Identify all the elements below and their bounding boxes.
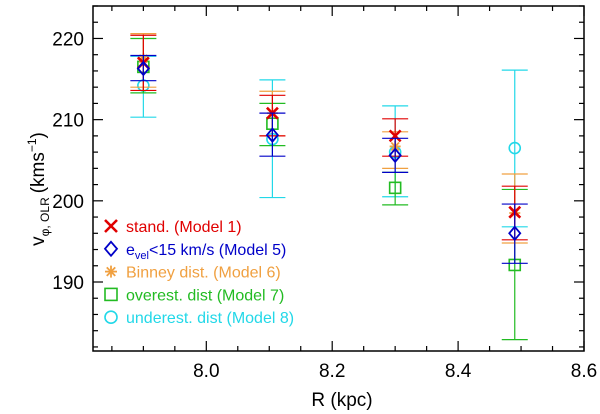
- y-axis-title-base: v: [28, 236, 49, 246]
- marker-diamond: [103, 240, 119, 258]
- x-tick-label: 8.2: [319, 361, 345, 382]
- legend-label-base: e: [126, 242, 135, 259]
- y-axis-title-unit-close: ): [28, 132, 49, 138]
- axes: 8.0 8.2 8.4 8.6 190 200 210 220: [52, 5, 597, 382]
- marker-x-stroke: [104, 219, 118, 233]
- legend-entry: underest. dist (Model 8): [104, 310, 294, 327]
- marker-asterisk-stroke: [106, 266, 116, 277]
- marker-diamond: [265, 127, 280, 143]
- marker-x-stroke: [388, 129, 402, 143]
- legend-label: underest. dist (Model 8): [126, 310, 294, 327]
- marker-diamond: [136, 60, 151, 77]
- x-tick-label: 8.0: [193, 361, 219, 382]
- legend-label-rest: <15 km/s (Model 5): [149, 242, 286, 259]
- legend-entry: overest. dist (Model 7): [104, 287, 284, 304]
- series-circle: [130, 55, 528, 228]
- marker-diamond: [388, 147, 402, 164]
- marker-diamond: [508, 225, 522, 242]
- y-axis-title: vφ, OLR (kms−1): [25, 132, 52, 246]
- legend-label: evel<15 km/s (Model 5): [126, 242, 286, 262]
- data-point: [501, 203, 528, 264]
- y-tick-label: 210: [52, 111, 84, 132]
- y-tick-label: 190: [52, 273, 84, 294]
- marker-circle: [508, 141, 522, 155]
- x-tick-label: 8.4: [445, 361, 472, 382]
- marker-square: [388, 181, 402, 195]
- y-axis-title-exponent: −1: [25, 138, 39, 152]
- legend-entry: stand. (Model 1): [104, 219, 242, 236]
- series-diamond: [130, 54, 528, 264]
- y-tick-label: 200: [52, 192, 84, 213]
- series-asterisk: [130, 32, 528, 244]
- legend: stand. (Model 1) evel<15 km/s (Model 5) Bi…: [103, 219, 294, 327]
- y-axis-title-subscript: φ, OLR: [38, 197, 52, 236]
- marker-square: [104, 287, 118, 302]
- legend-label: stand. (Model 1): [126, 219, 242, 236]
- x-axis-title: R (kpc): [311, 390, 372, 411]
- data-point: [382, 171, 409, 206]
- legend-label-subscript: vel: [135, 250, 149, 262]
- legend-label: overest. dist (Model 7): [126, 287, 284, 304]
- plot-frame: [92, 5, 585, 352]
- data-point: [130, 54, 157, 82]
- data-point: [382, 137, 409, 174]
- legend-entry: Binney dist. (Model 6): [105, 265, 281, 282]
- data-point: [259, 112, 286, 157]
- y-axis-title-unit: (kms: [28, 152, 49, 193]
- x-tick-label: 8.6: [571, 361, 597, 382]
- legend-entry: evel<15 km/s (Model 5): [103, 240, 286, 262]
- marker-circle: [104, 310, 118, 325]
- legend-label: Binney dist. (Model 6): [126, 265, 281, 282]
- y-tick-label: 220: [52, 29, 84, 50]
- plot-area: [130, 32, 528, 341]
- series-x: [130, 34, 528, 241]
